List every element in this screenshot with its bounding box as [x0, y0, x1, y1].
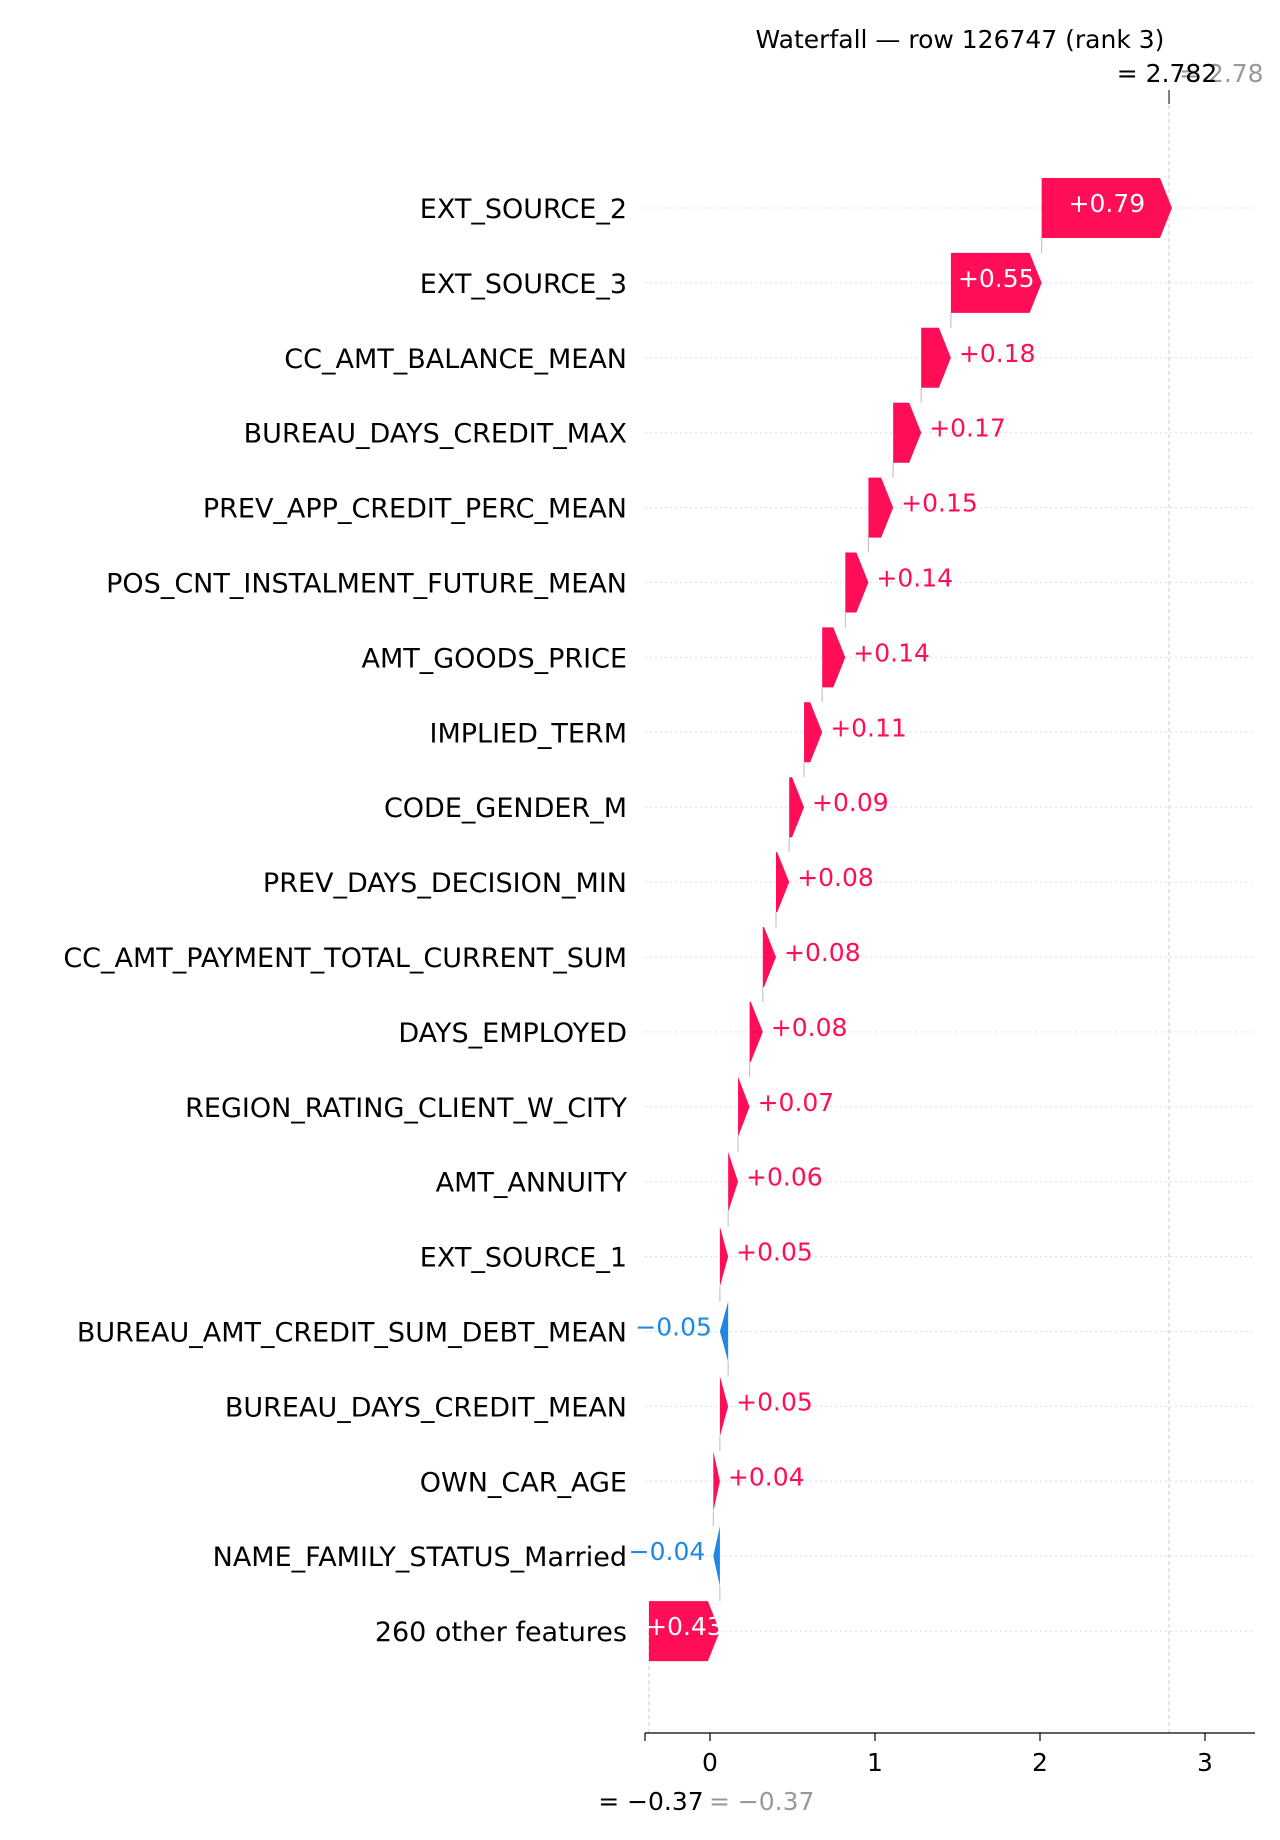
waterfall-bar — [719, 1301, 729, 1362]
final-value-ghost-label: = 2.78 — [1179, 59, 1264, 88]
feature-label: EXT_SOURCE_1 — [420, 1243, 627, 1274]
x-tick-label: 3 — [1197, 1748, 1213, 1777]
feature-label: DAYS_EMPLOYED — [398, 1018, 627, 1049]
value-label: +0.07 — [758, 1088, 835, 1117]
value-label: +0.04 — [728, 1462, 805, 1491]
feature-label: BUREAU_DAYS_CREDIT_MAX — [244, 419, 627, 450]
feature-label: PREV_APP_CREDIT_PERC_MEAN — [203, 494, 627, 525]
value-label: +0.17 — [929, 414, 1006, 443]
value-label: +0.14 — [876, 564, 953, 593]
value-label: +0.06 — [746, 1163, 823, 1192]
feature-label: EXT_SOURCE_2 — [420, 194, 627, 225]
waterfall-bar — [1041, 178, 1172, 238]
waterfall-bar — [950, 252, 1042, 313]
waterfall-bar — [868, 477, 894, 538]
waterfall-bar — [893, 402, 922, 463]
waterfall-bar — [738, 1076, 750, 1137]
base-value-label: = −0.37 — [598, 1787, 704, 1816]
chart-title: Waterfall — row 126747 (rank 3) — [756, 25, 1165, 54]
waterfall-bar — [845, 552, 869, 613]
waterfall-bar — [762, 927, 776, 987]
waterfall-bar — [749, 1001, 763, 1062]
feature-label: NAME_FAMILY_STATUS_Married — [213, 1542, 627, 1573]
waterfall-bar — [719, 1376, 729, 1437]
value-label: +0.08 — [784, 938, 861, 967]
value-label: +0.05 — [736, 1387, 813, 1416]
value-label: +0.43 — [646, 1612, 723, 1641]
feature-label: OWN_CAR_AGE — [420, 1467, 627, 1498]
value-label: +0.11 — [830, 713, 907, 742]
waterfall-bar — [713, 1451, 720, 1512]
x-tick-label: 2 — [1032, 1748, 1048, 1777]
final-value-label: = 2.782 — [1117, 59, 1217, 88]
waterfall-bar — [728, 1151, 739, 1212]
x-tick-label: 0 — [702, 1748, 718, 1777]
value-label: −0.04 — [629, 1537, 706, 1566]
feature-label: AMT_ANNUITY — [436, 1168, 628, 1199]
feature-label: 260 other features — [375, 1617, 627, 1648]
value-label: +0.05 — [736, 1238, 813, 1267]
waterfall-bar — [713, 1526, 720, 1587]
value-label: +0.55 — [958, 264, 1035, 293]
waterfall-bar — [921, 327, 951, 388]
value-label: −0.05 — [635, 1313, 712, 1342]
value-label: +0.18 — [959, 339, 1036, 368]
value-label: +0.08 — [797, 863, 874, 892]
waterfall-bar — [789, 777, 805, 838]
value-label: +0.09 — [812, 788, 889, 817]
waterfall-bar — [776, 852, 790, 913]
feature-label: CC_AMT_PAYMENT_TOTAL_CURRENT_SUM — [63, 943, 627, 974]
feature-label: EXT_SOURCE_3 — [420, 269, 627, 300]
feature-label: IMPLIED_TERM — [429, 718, 627, 749]
feature-label: CODE_GENDER_M — [384, 793, 627, 824]
base-value-ghost-label: = −0.37 — [709, 1787, 815, 1816]
feature-label: BUREAU_DAYS_CREDIT_MEAN — [225, 1392, 627, 1423]
value-label: +0.15 — [901, 489, 978, 518]
feature-label: REGION_RATING_CLIENT_W_CITY — [185, 1093, 627, 1124]
value-label: +0.14 — [853, 638, 930, 667]
feature-label: POS_CNT_INSTALMENT_FUTURE_MEAN — [106, 569, 627, 600]
value-label: +0.79 — [1069, 189, 1146, 218]
waterfall-bar — [648, 1601, 720, 1662]
feature-label: BUREAU_AMT_CREDIT_SUM_DEBT_MEAN — [77, 1318, 627, 1349]
feature-label: CC_AMT_BALANCE_MEAN — [284, 344, 627, 375]
waterfall-bar — [719, 1226, 729, 1287]
x-tick-label: 1 — [867, 1748, 883, 1777]
feature-label: PREV_DAYS_DECISION_MIN — [263, 868, 627, 899]
feature-label: AMT_GOODS_PRICE — [361, 643, 627, 674]
waterfall-bar — [804, 702, 823, 763]
waterfall-bar — [822, 627, 846, 688]
value-label: +0.08 — [771, 1013, 848, 1042]
